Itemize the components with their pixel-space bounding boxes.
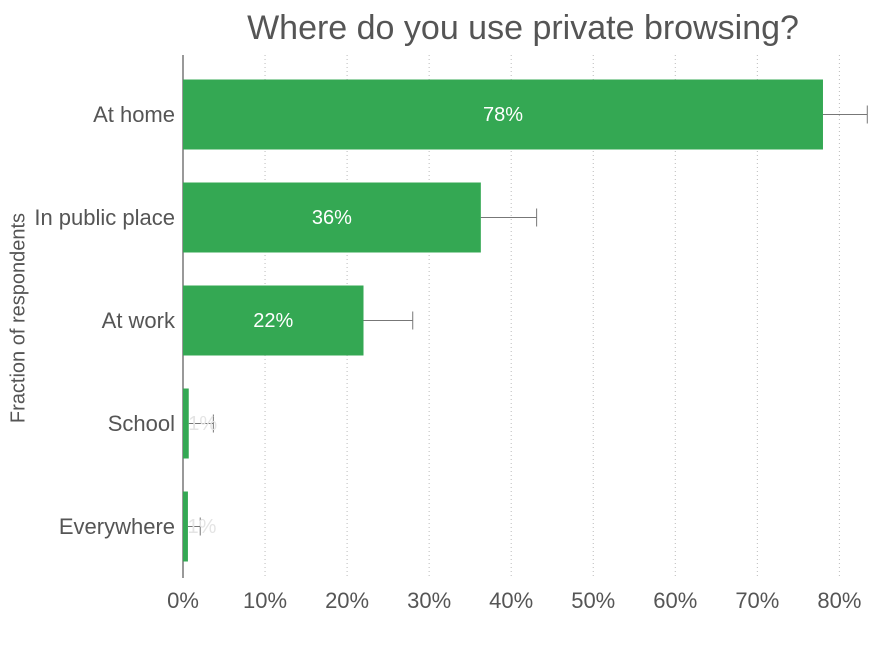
bar xyxy=(183,182,481,253)
data-label: 36% xyxy=(312,207,352,229)
y-tick-label: School xyxy=(107,410,175,436)
x-tick-label: 20% xyxy=(325,588,369,613)
x-tick-label: 30% xyxy=(407,588,451,613)
y-tick-label: At work xyxy=(101,307,175,333)
x-tick-label: 70% xyxy=(735,588,779,613)
x-tick-label: 50% xyxy=(571,588,615,613)
x-tick-label: 40% xyxy=(489,588,533,613)
y-tick-label: Everywhere xyxy=(58,513,175,539)
x-tick-label: 10% xyxy=(243,588,287,613)
y-tick-label: At home xyxy=(93,101,175,127)
bar xyxy=(183,79,823,150)
y-axis-label: Fraction of respondents xyxy=(7,213,29,423)
data-label: 22% xyxy=(253,310,293,332)
data-label: 1% xyxy=(188,413,217,435)
data-label: 78% xyxy=(483,104,523,126)
bar xyxy=(183,388,189,459)
chart-title: Where do you use private browsing? xyxy=(247,9,799,47)
y-tick-label: In public place xyxy=(34,204,175,230)
data-label: 1% xyxy=(187,516,216,538)
x-tick-label: 0% xyxy=(167,588,199,613)
x-tick-label: 80% xyxy=(817,588,861,613)
bar xyxy=(183,491,188,562)
bar xyxy=(183,285,364,356)
x-tick-label: 60% xyxy=(653,588,697,613)
